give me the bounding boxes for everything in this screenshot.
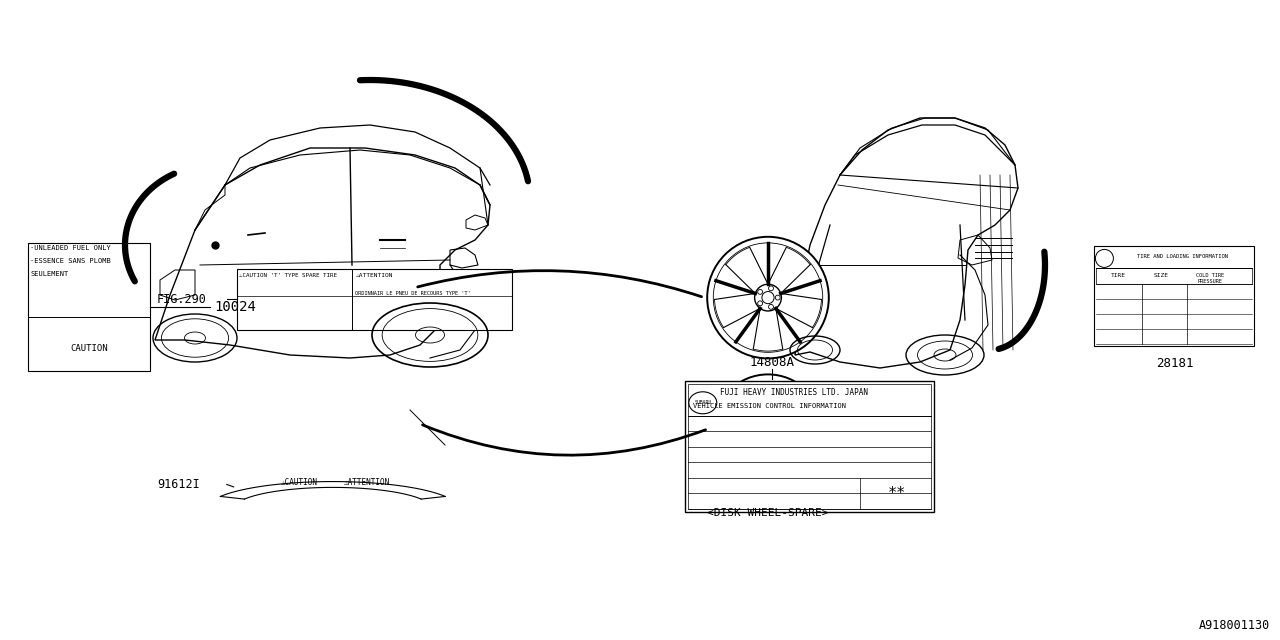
Text: 91612I: 91612I [157,478,200,491]
Circle shape [758,301,763,306]
Circle shape [755,284,781,311]
Circle shape [739,399,797,459]
Text: **: ** [888,486,906,501]
Bar [1097,268,1252,284]
Text: SIZE: SIZE [1155,273,1169,278]
Text: ⚠ATTENTION: ⚠ATTENTION [356,273,393,278]
Text: CAUTION: CAUTION [70,344,108,353]
Circle shape [713,243,823,352]
Text: ·UNLEADED FUEL ONLY: ·UNLEADED FUEL ONLY [31,245,111,252]
Text: VEHICLE EMISSION CONTROL INFORMATION: VEHICLE EMISSION CONTROL INFORMATION [692,403,846,409]
Circle shape [724,385,812,472]
Circle shape [768,305,773,309]
Text: 10024: 10024 [215,300,256,314]
Circle shape [756,420,762,424]
Bar [1094,246,1254,346]
Circle shape [758,289,763,294]
Text: SUBARU: SUBARU [694,400,712,405]
Circle shape [777,426,782,431]
Bar [28,243,150,371]
Text: FUJI HEAVY INDUSTRIES LTD. JAPAN: FUJI HEAVY INDUSTRIES LTD. JAPAN [719,388,868,397]
Text: ⚠CAUTION 'T' TYPE SPARE TIRE: ⚠CAUTION 'T' TYPE SPARE TIRE [239,273,337,278]
Circle shape [714,374,823,483]
Text: TIRE: TIRE [1111,273,1126,278]
Text: ⚠ATTENTION: ⚠ATTENTION [343,477,389,486]
Text: A918001130: A918001130 [1199,619,1270,632]
Circle shape [1096,250,1114,268]
Circle shape [760,420,776,437]
Circle shape [769,437,774,442]
Circle shape [768,286,773,291]
Text: FIG.290: FIG.290 [157,292,206,306]
Circle shape [769,415,774,420]
Circle shape [751,413,785,445]
Circle shape [776,295,781,300]
Text: 14808A: 14808A [750,356,795,369]
Circle shape [756,433,762,438]
Text: 28181: 28181 [1156,357,1193,370]
Circle shape [762,292,774,304]
Circle shape [708,237,829,358]
Bar [687,384,932,509]
Text: <DISK WHEEL-SPARE>: <DISK WHEEL-SPARE> [708,508,828,518]
Text: SEULEMENT: SEULEMENT [31,271,68,277]
Bar [685,381,934,512]
Text: ·ESSENCE SANS PLOMB: ·ESSENCE SANS PLOMB [31,258,111,264]
Text: COLD TIRE
PRESSURE: COLD TIRE PRESSURE [1196,273,1224,284]
Text: ORDINNAIR LE PNEU DE RECOURS TYPE 'T': ORDINNAIR LE PNEU DE RECOURS TYPE 'T' [356,291,471,296]
Text: ⚠CAUTION: ⚠CAUTION [280,477,317,486]
Text: TIRE AND LOADING INFORMATION: TIRE AND LOADING INFORMATION [1137,255,1228,259]
Bar [237,269,512,330]
